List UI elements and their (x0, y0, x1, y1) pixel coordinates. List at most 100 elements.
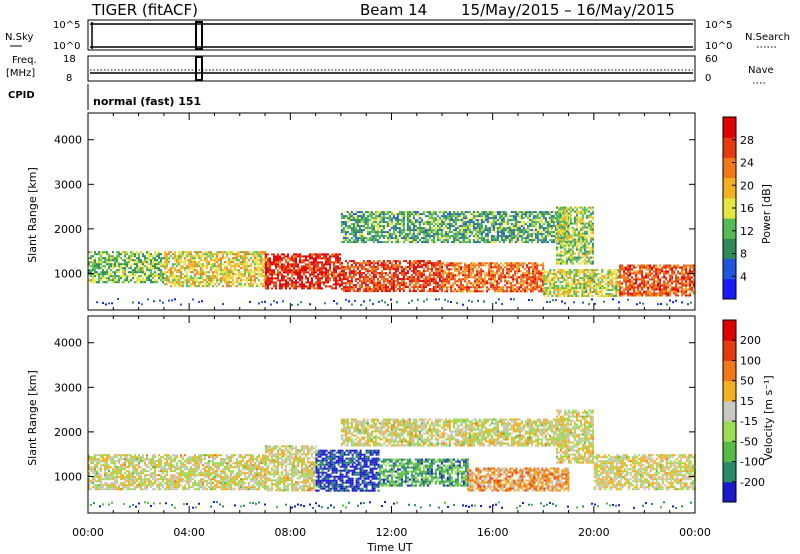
scatter-cell (681, 290, 684, 293)
scatter-cell (502, 213, 505, 216)
scatter-cell (615, 269, 618, 271)
scatter-cell (277, 265, 279, 268)
scatter-cell (263, 281, 266, 284)
scatter-cell (404, 268, 407, 271)
scatter-cell (563, 295, 566, 297)
scatter-cell (512, 264, 515, 267)
scatter-cell (442, 262, 445, 265)
scatter-cell (520, 278, 523, 281)
scatter-cell (689, 266, 692, 269)
scatter-cell (514, 272, 517, 275)
scatter-cell (203, 251, 206, 254)
scatter-cell (408, 213, 411, 216)
scatter-cell (229, 277, 232, 280)
scatter-cell (665, 294, 668, 297)
scatter-cell (265, 271, 267, 274)
scatter-cell (452, 241, 455, 244)
scatter-cell (165, 261, 168, 264)
scatter-cell (372, 260, 375, 263)
scatter-cell (297, 255, 299, 258)
scatter-cell (432, 278, 435, 281)
scatter-cell (249, 281, 252, 284)
scatter-cell (482, 213, 485, 216)
scatter-cell (360, 276, 363, 279)
scatter-cell (530, 266, 533, 269)
scatter-cell (327, 281, 329, 284)
scatter-cell (516, 276, 519, 279)
scatter-cell (263, 271, 266, 274)
scatter-cell (203, 271, 206, 274)
scatter-cell (428, 268, 431, 271)
scatter-cell (126, 257, 128, 260)
scatter-cell (374, 217, 377, 220)
scatter-cell (392, 227, 395, 230)
scatter-cell (140, 275, 142, 278)
scatter-cell (185, 279, 188, 282)
scatter-cell (179, 275, 182, 278)
scatter-cell (152, 263, 154, 266)
scatter-cell (442, 221, 445, 224)
scatter-cell (352, 219, 355, 222)
scatter-cell (456, 231, 459, 234)
scatter-cell (492, 221, 495, 224)
scatter-cell (265, 285, 267, 288)
scatter-cell (269, 257, 271, 260)
scatter-cell (354, 221, 357, 224)
scatter-cell (418, 239, 421, 242)
scatter-cell (215, 271, 218, 274)
scatter-cell (470, 268, 473, 271)
scatter-cell (275, 257, 277, 260)
scatter-cell (675, 284, 678, 287)
scatter-cell (577, 273, 580, 275)
scatter-cell (142, 279, 144, 282)
scatter-cell (237, 265, 240, 268)
scatter-cell (171, 271, 174, 274)
scatter-cell (327, 257, 329, 260)
scatter-cell (243, 269, 246, 272)
scatter-cell (114, 277, 116, 280)
scatter-cell (422, 270, 425, 273)
scatter-cell (667, 266, 670, 269)
scatter-cell (514, 215, 517, 218)
scatter-cell (197, 283, 200, 286)
scatter-cell (183, 269, 186, 272)
scatter-cell (693, 280, 696, 283)
scatter-cell (641, 272, 644, 275)
scatter-cell (275, 281, 277, 284)
scatter-cell (325, 271, 327, 274)
scatter-cell (454, 219, 457, 222)
scatter-cell (386, 217, 389, 220)
scatter-cell (368, 270, 371, 273)
scatter-cell (352, 229, 355, 232)
scatter-cell (118, 279, 120, 282)
scatter-cell (108, 259, 110, 262)
scatter-cell (342, 235, 345, 238)
scatter-cell (504, 274, 507, 277)
scatter-cell (265, 287, 267, 290)
scatter-cell (227, 259, 230, 262)
scatter-cell (448, 278, 451, 281)
scatter-cell (651, 282, 654, 285)
scatter-cell (281, 267, 283, 270)
scatter-cell (581, 279, 584, 281)
scatter-cell (142, 263, 144, 266)
scatter-cell (323, 283, 325, 286)
scatter-cell (641, 266, 644, 269)
scatter-cell (340, 268, 343, 271)
scatter-cell (305, 257, 307, 260)
scatter-cell (659, 288, 662, 291)
scatter-cell (452, 213, 455, 216)
scatter-cell (374, 262, 377, 265)
scatter-cell (360, 225, 363, 228)
scatter-cell (88, 273, 90, 276)
scatter-cell (673, 286, 676, 289)
scatter-cell (534, 282, 537, 285)
scatter-cell (215, 257, 218, 260)
scatter-cell (390, 266, 393, 269)
scatter-cell (557, 285, 560, 287)
scatter-cell (567, 295, 570, 297)
scatter-cell (394, 290, 397, 293)
scatter-cell (462, 221, 465, 224)
scatter-cell (424, 280, 427, 283)
scatter-cell (374, 268, 377, 271)
